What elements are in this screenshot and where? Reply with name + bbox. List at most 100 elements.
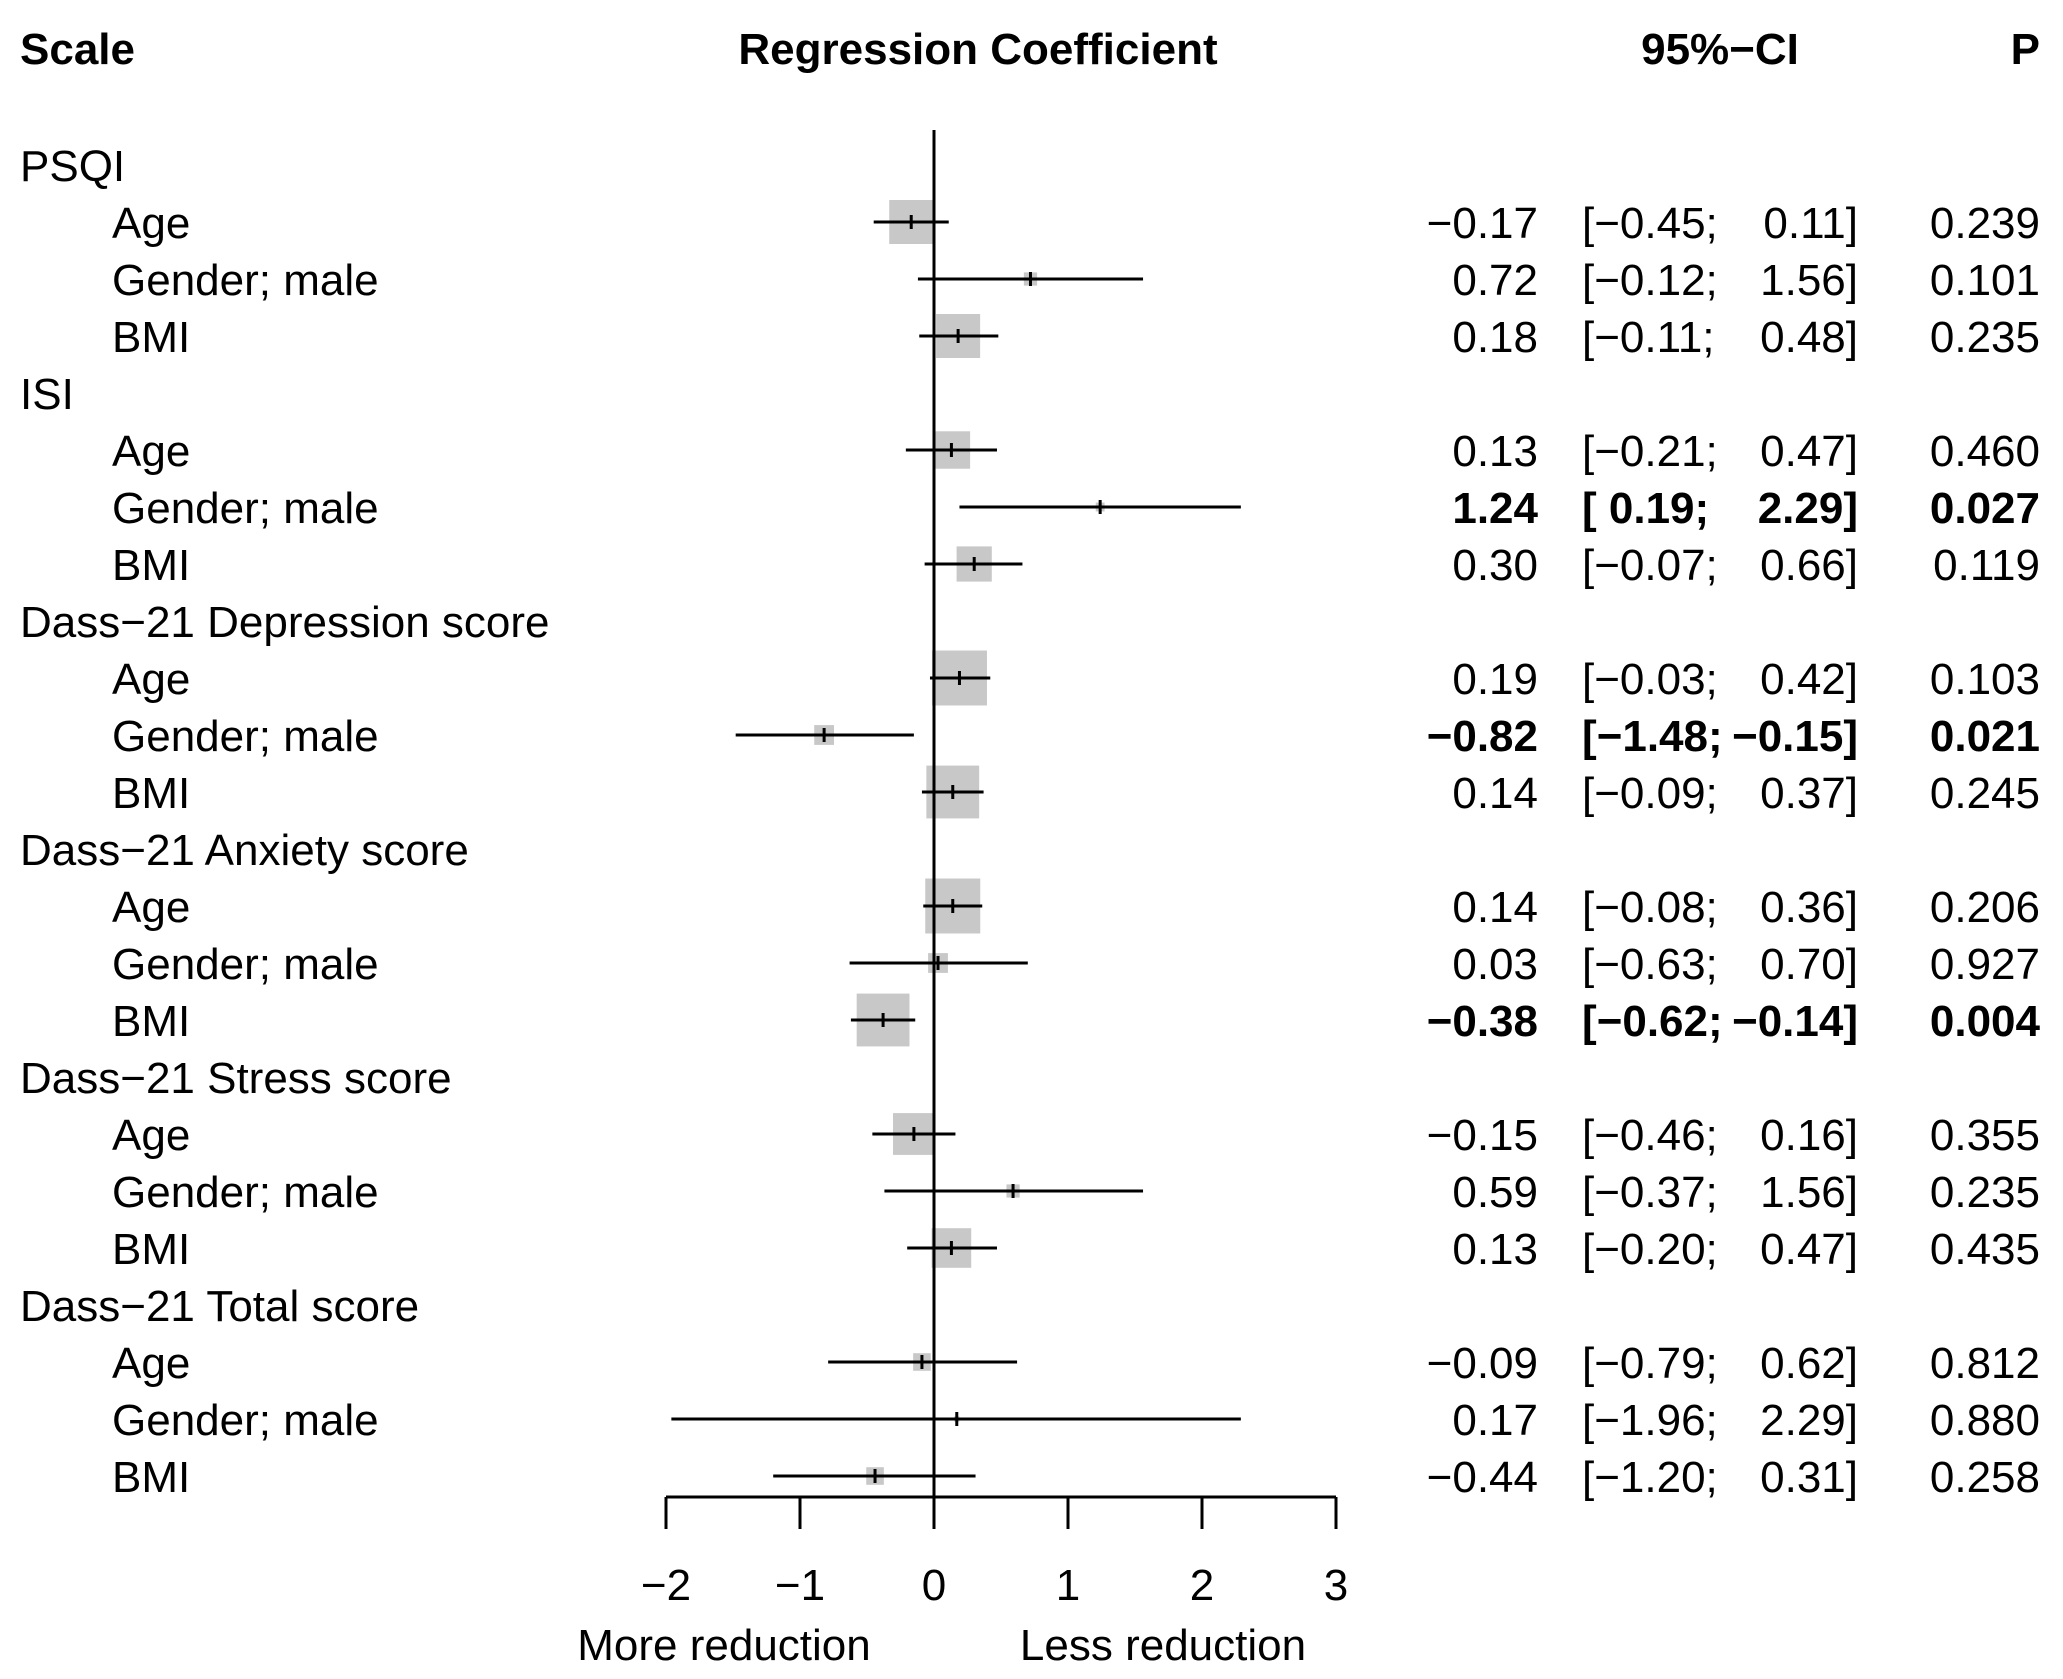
row-label: BMI — [112, 313, 190, 362]
ci-upper-value: 0.42] — [1760, 655, 1858, 704]
estimate-value: −0.17 — [1427, 199, 1538, 248]
estimate-value: −0.15 — [1427, 1111, 1538, 1160]
x-axis-right-label: Less reduction — [1020, 1621, 1306, 1670]
header-p: P — [2011, 25, 2040, 74]
p-value: 0.460 — [1930, 427, 2040, 476]
p-value: 0.239 — [1930, 199, 2040, 248]
estimate-value: 0.72 — [1452, 256, 1538, 305]
estimate-value: −0.82 — [1427, 712, 1538, 761]
ci-lower-value: [−0.21; — [1582, 427, 1718, 476]
ci-lower-value: [−0.20; — [1582, 1225, 1718, 1274]
estimate-value: 0.14 — [1452, 883, 1538, 932]
estimate-value: 0.03 — [1452, 940, 1538, 989]
row-label: BMI — [112, 769, 190, 818]
ci-lower-value: [−1.48; — [1582, 712, 1723, 761]
ci-upper-value: 0.36] — [1760, 883, 1858, 932]
estimate-value: −0.38 — [1427, 997, 1538, 1046]
row-label: Gender; male — [112, 712, 379, 761]
header-regression-coefficient: Regression Coefficient — [738, 25, 1218, 74]
row-label: Gender; male — [112, 484, 379, 533]
p-value: 0.235 — [1930, 313, 2040, 362]
ci-upper-value: −0.14] — [1732, 997, 1858, 1046]
p-value: 0.235 — [1930, 1168, 2040, 1217]
estimate-value: −0.44 — [1427, 1453, 1538, 1502]
x-tick-label: 2 — [1190, 1561, 1214, 1610]
row-label: Age — [112, 1339, 190, 1388]
ci-upper-value: 0.66] — [1760, 541, 1858, 590]
ci-upper-value: 1.56] — [1760, 1168, 1858, 1217]
p-value: 0.103 — [1930, 655, 2040, 704]
ci-upper-value: 0.47] — [1760, 1225, 1858, 1274]
estimate-value: 0.19 — [1452, 655, 1538, 704]
ci-upper-value: 0.47] — [1760, 427, 1858, 476]
x-tick-label: 1 — [1056, 1561, 1080, 1610]
ci-upper-value: 0.48] — [1760, 313, 1858, 362]
row-label: Gender; male — [112, 1396, 379, 1445]
group-label: PSQI — [20, 142, 125, 191]
estimate-value: 1.24 — [1452, 484, 1538, 533]
ci-lower-value: [−0.63; — [1582, 940, 1718, 989]
row-label: Gender; male — [112, 1168, 379, 1217]
marks-layer — [671, 130, 1241, 1506]
ci-lower-value: [−0.09; — [1582, 769, 1718, 818]
estimate-value: −0.09 — [1427, 1339, 1538, 1388]
ci-upper-value: 2.29] — [1760, 1396, 1858, 1445]
ci-lower-value: [−1.20; — [1582, 1453, 1718, 1502]
group-label: ISI — [20, 370, 74, 419]
p-value: 0.021 — [1930, 712, 2040, 761]
row-label: BMI — [112, 1453, 190, 1502]
ci-upper-value: 2.29] — [1758, 484, 1858, 533]
estimate-value: 0.17 — [1452, 1396, 1538, 1445]
header-scale: Scale — [20, 25, 135, 74]
p-value: 0.101 — [1930, 256, 2040, 305]
row-label: Age — [112, 883, 190, 932]
row-label: Gender; male — [112, 256, 379, 305]
estimate-value: 0.13 — [1452, 1225, 1538, 1274]
estimate-value: 0.13 — [1452, 427, 1538, 476]
estimate-value: 0.30 — [1452, 541, 1538, 590]
ci-upper-value: 0.37] — [1760, 769, 1858, 818]
x-axis: −2 −1 0 1 2 3 More reduction Less reduction — [577, 1495, 1348, 1670]
ci-lower-value: [−0.11; — [1582, 313, 1715, 362]
header-ci: 95%−CI — [1641, 25, 1799, 74]
p-value: 0.812 — [1930, 1339, 2040, 1388]
ci-lower-value: [−0.37; — [1582, 1168, 1718, 1217]
row-label: BMI — [112, 1225, 190, 1274]
x-axis-left-label: More reduction — [577, 1621, 870, 1670]
ci-lower-value: [−0.45; — [1582, 199, 1718, 248]
ci-upper-value: −0.15] — [1732, 712, 1858, 761]
estimate-value: 0.18 — [1452, 313, 1538, 362]
row-label: Age — [112, 1111, 190, 1160]
group-label: Dass−21 Stress score — [20, 1054, 452, 1103]
p-value: 0.027 — [1930, 484, 2040, 533]
row-label: Gender; male — [112, 940, 379, 989]
p-value: 0.927 — [1930, 940, 2040, 989]
ci-lower-value: [−0.08; — [1582, 883, 1718, 932]
x-tick-label: −2 — [641, 1561, 691, 1610]
ci-lower-value: [−0.46; — [1582, 1111, 1718, 1160]
row-label: BMI — [112, 997, 190, 1046]
p-value: 0.206 — [1930, 883, 2040, 932]
group-label: Dass−21 Anxiety score — [20, 826, 469, 875]
row-label: BMI — [112, 541, 190, 590]
ci-lower-value: [−0.62; — [1582, 997, 1723, 1046]
row-label: Age — [112, 199, 190, 248]
p-value: 0.119 — [1933, 541, 2040, 590]
p-value: 0.245 — [1930, 769, 2040, 818]
p-value: 0.880 — [1930, 1396, 2040, 1445]
ci-upper-value: 0.31] — [1760, 1453, 1858, 1502]
p-value: 0.004 — [1930, 997, 2041, 1046]
ci-upper-value: 0.11] — [1763, 199, 1858, 248]
ci-upper-value: 0.70] — [1760, 940, 1858, 989]
estimate-value: 0.59 — [1452, 1168, 1538, 1217]
group-label: Dass−21 Depression score — [20, 598, 549, 647]
x-tick-label: 3 — [1324, 1561, 1348, 1610]
ci-lower-value: [−0.79; — [1582, 1339, 1718, 1388]
ci-lower-value: [−0.12; — [1582, 256, 1718, 305]
ci-upper-value: 0.16] — [1760, 1111, 1858, 1160]
ci-lower-value: [−0.07; — [1582, 541, 1718, 590]
ci-upper-value: 0.62] — [1760, 1339, 1858, 1388]
rows-layer: PSQI Age −0.17 [−0.45; 0.11] 0.239 Gender; mal… — [20, 142, 2041, 1502]
x-tick-label: −1 — [775, 1561, 825, 1610]
